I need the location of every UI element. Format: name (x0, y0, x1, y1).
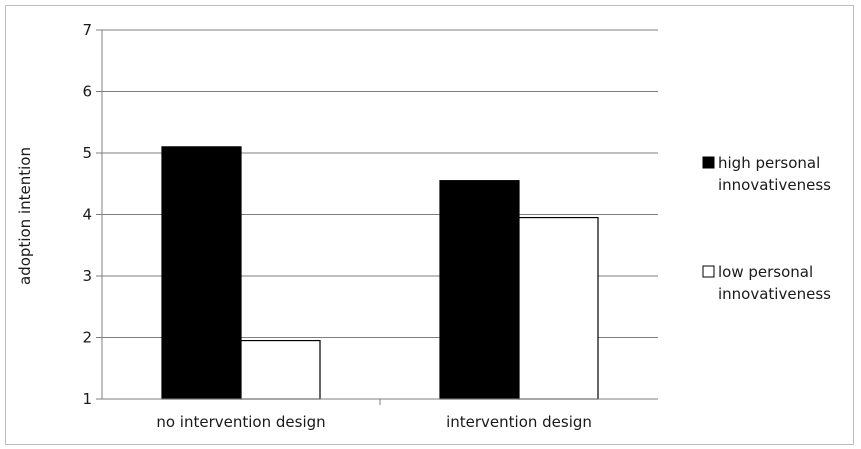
legend-swatch (702, 156, 715, 169)
y-tick-label: 4 (82, 206, 92, 224)
y-tick-label: 7 (82, 21, 92, 39)
axes: 1 2 3 4 5 6 7 no intervention design interventio… (82, 21, 658, 431)
legend-label: low personal (718, 263, 813, 281)
legend: high personal innovativeness low personal i… (702, 154, 831, 303)
legend-label: high personal (718, 154, 820, 172)
bar (161, 146, 242, 400)
bars (161, 146, 599, 400)
y-tick-label: 1 (82, 390, 92, 408)
x-tick-label: intervention design (446, 413, 592, 431)
bar (240, 339, 321, 400)
legend-label: innovativeness (718, 285, 831, 303)
y-tick-label: 2 (82, 329, 92, 347)
y-tick-label: 5 (82, 144, 92, 162)
chart-frame (5, 5, 854, 445)
y-tick-label: 3 (82, 267, 92, 285)
legend-label: innovativeness (718, 176, 831, 194)
bar (439, 180, 520, 400)
y-axis-title: adoption intention (16, 147, 34, 285)
legend-swatch (702, 265, 715, 278)
x-tick-label: no intervention design (156, 413, 325, 431)
y-tick-label: 6 (82, 83, 92, 101)
bar (518, 216, 599, 400)
